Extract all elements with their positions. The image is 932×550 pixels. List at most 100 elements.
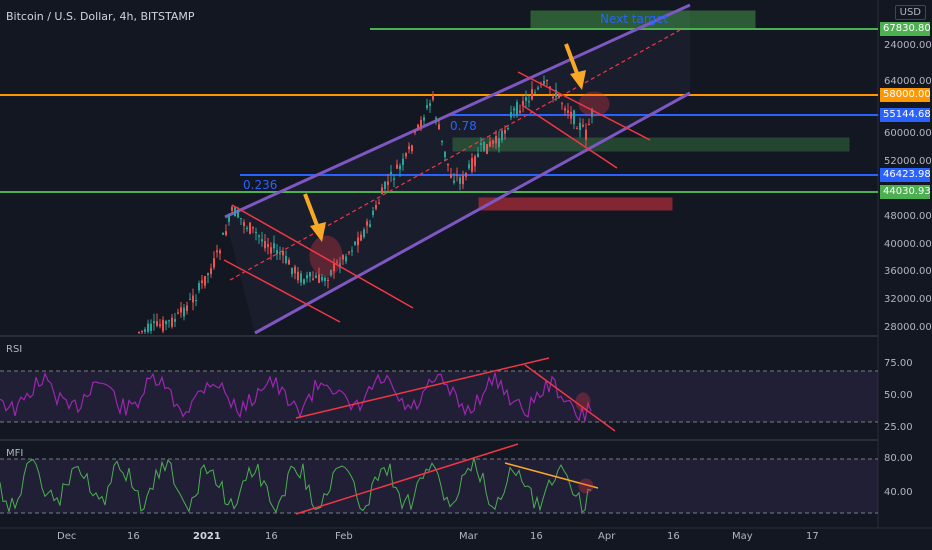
- candle-body: [552, 96, 554, 99]
- candle-body: [384, 181, 386, 190]
- price-tick: 40000.00: [884, 239, 932, 250]
- candle-body: [297, 271, 299, 281]
- candle-body: [588, 123, 590, 125]
- candle-body: [405, 153, 407, 157]
- candle-body: [408, 146, 410, 150]
- candle-body: [138, 332, 140, 334]
- candle-body: [333, 262, 335, 272]
- candle-body: [465, 172, 467, 177]
- time-tick: Mar: [459, 531, 478, 542]
- candle-body: [570, 111, 572, 119]
- candle-body: [237, 209, 239, 218]
- candle-body: [327, 279, 329, 281]
- candle-body: [300, 273, 302, 283]
- mfi-pane-title: MFI: [6, 448, 24, 459]
- candle-body: [378, 202, 380, 204]
- candle-body: [243, 222, 245, 227]
- price-badge-fib-0236: 46423.98: [880, 168, 931, 182]
- candle-body: [177, 312, 179, 314]
- candle-body: [213, 258, 215, 268]
- candle-body: [516, 102, 518, 116]
- candle-body: [480, 143, 482, 145]
- price-tick: 64000.00: [884, 76, 932, 87]
- candle-body: [492, 140, 494, 144]
- candle-body: [228, 215, 230, 222]
- time-tick: May: [732, 531, 753, 542]
- candle-body: [216, 250, 218, 253]
- candle-body: [282, 251, 284, 256]
- price-badge-resistance: 58000.00: [880, 88, 931, 102]
- arrow-icon-2: [564, 43, 586, 90]
- candle-body: [519, 110, 521, 113]
- candle-body: [330, 270, 332, 276]
- rsi-tick: 50.00: [884, 390, 913, 401]
- candle-body: [468, 164, 470, 169]
- candle-body: [351, 250, 353, 252]
- candle-body: [441, 140, 443, 143]
- trendline-flag1-bottom: [223, 259, 341, 323]
- mfi-downtrend-line: [504, 462, 599, 489]
- time-tick: 2021: [193, 531, 221, 542]
- candle-body: [279, 253, 281, 255]
- rsi-band: [0, 371, 878, 422]
- candle-body: [201, 280, 203, 284]
- candle-body: [309, 272, 311, 277]
- candle-body: [501, 130, 503, 141]
- rsi-circle: [575, 392, 591, 412]
- rsi-uptrend-line: [295, 357, 550, 419]
- candle-body: [447, 163, 449, 166]
- rsi-downtrend-line: [524, 364, 616, 432]
- fib-078-label: 0.78: [450, 119, 477, 133]
- candle-body: [444, 151, 446, 158]
- candle-body: [246, 227, 248, 229]
- mfi-circle: [578, 478, 594, 494]
- breakout-circle-2: [578, 91, 610, 117]
- candle-body: [252, 226, 254, 229]
- candle-body: [318, 274, 320, 283]
- candle-body: [240, 218, 242, 220]
- candle-body: [342, 255, 344, 260]
- price-tick: 24000.00: [884, 40, 932, 51]
- candle-body: [303, 279, 305, 284]
- candle-body: [537, 87, 539, 90]
- candle-body: [339, 263, 341, 268]
- channel-lower-line: [254, 91, 691, 335]
- trendline-flag1-top: [231, 204, 414, 309]
- time-tick: Apr: [598, 531, 616, 542]
- candle-body: [522, 100, 524, 106]
- candle-body: [222, 232, 224, 235]
- candle-body: [528, 101, 530, 103]
- rsi-tick: 25.00: [884, 422, 913, 433]
- candle-body: [180, 307, 182, 313]
- price-tick: 48000.00: [884, 211, 932, 222]
- candle-body: [417, 124, 419, 128]
- candle-body: [534, 92, 536, 94]
- candle-body: [477, 153, 479, 157]
- candle-body: [306, 275, 308, 279]
- candle-body: [393, 178, 395, 180]
- time-tick: Feb: [335, 531, 353, 542]
- candle-body: [432, 94, 434, 100]
- candle-body: [234, 207, 236, 217]
- candle-body: [258, 235, 260, 237]
- candle-body: [462, 175, 464, 185]
- candle-body: [261, 239, 263, 242]
- candle-body: [270, 247, 272, 254]
- price-badge-target: 67830.80: [880, 22, 931, 36]
- candle-body: [507, 128, 509, 130]
- demand-zone-box: [452, 137, 850, 152]
- candle-body: [495, 135, 497, 144]
- candle-body: [489, 141, 491, 147]
- candle-body: [399, 165, 401, 170]
- arrow-icon-1: [303, 193, 326, 242]
- candle-body: [144, 329, 146, 332]
- candle-body: [567, 110, 569, 113]
- candle-body: [345, 256, 347, 262]
- currency-button[interactable]: USD: [894, 5, 926, 20]
- candle-body: [210, 268, 212, 274]
- candle-body: [204, 275, 206, 286]
- candle-body: [426, 105, 428, 109]
- candle-body: [459, 177, 461, 184]
- candle-body: [579, 122, 581, 131]
